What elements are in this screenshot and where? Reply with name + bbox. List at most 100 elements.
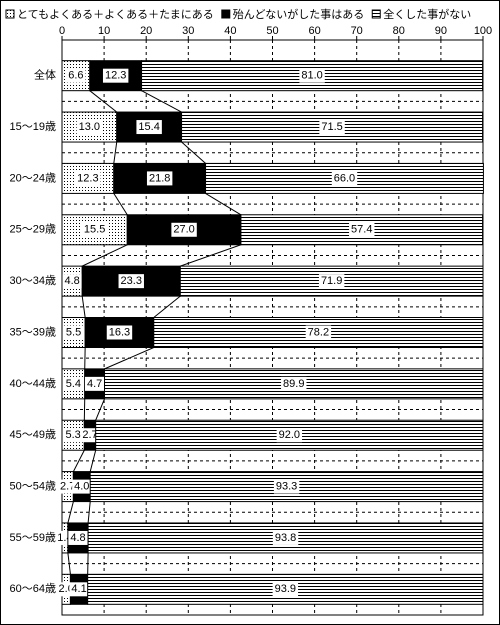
label-bg (319, 120, 345, 135)
label-bg (136, 120, 162, 135)
connector-line (67, 501, 74, 524)
label-bg (272, 530, 299, 545)
label-bg (318, 274, 345, 289)
y-tick-label: 20〜24歳 (10, 171, 56, 184)
value-label: 93.3 (276, 480, 297, 492)
connector-line (205, 192, 242, 216)
connector-line (181, 141, 206, 164)
label-bg (69, 582, 89, 597)
label-bg (299, 68, 325, 83)
label-bg (84, 376, 105, 391)
value-label: 2.7 (82, 429, 97, 441)
connector-line (87, 501, 91, 524)
label-bg (349, 222, 375, 237)
x-tick-label: 60 (308, 25, 320, 37)
x-tick-label: 70 (351, 25, 363, 37)
label-bg (72, 479, 92, 494)
label-bg (273, 479, 300, 494)
label-bg (118, 274, 144, 289)
x-tick-label: 40 (224, 25, 236, 37)
value-label: 66.0 (334, 172, 355, 184)
label-bg (281, 376, 307, 391)
value-label: 27.0 (173, 224, 194, 236)
value-label: 93.8 (275, 532, 296, 544)
y-tick-label: 50〜54歳 (10, 479, 56, 492)
label-bg (102, 68, 129, 83)
value-label: 13.0 (79, 121, 100, 133)
value-label: 5.5 (66, 326, 81, 338)
label-bg (272, 582, 299, 597)
value-label: 2.7 (60, 480, 75, 492)
label-bg (80, 428, 100, 443)
y-tick-label: 55〜59歳 (10, 531, 56, 544)
label-bg (63, 376, 84, 391)
legend-swatch (221, 9, 231, 19)
x-tick-label: 20 (140, 25, 152, 37)
value-label: 23.3 (121, 275, 142, 287)
label-bg (75, 171, 101, 186)
value-label: 4.7 (87, 378, 102, 390)
label-bg (331, 171, 358, 186)
y-tick-label: 全体 (34, 68, 56, 82)
value-label: 4.1 (71, 583, 86, 595)
value-label: 16.3 (109, 326, 130, 338)
value-label: 92.0 (279, 429, 300, 441)
value-label: 78.2 (308, 326, 329, 338)
bar-segment (240, 214, 484, 246)
label-bg (68, 530, 88, 545)
legend-label: 全くした事がない (383, 7, 471, 21)
y-tick-label: 45〜49歳 (10, 428, 56, 441)
bar-segment (116, 111, 183, 143)
connector-line (89, 90, 118, 113)
connector-line (89, 450, 97, 472)
y-tick-label: 15〜19歳 (10, 120, 56, 133)
y-tick-label: 60〜64歳 (10, 582, 56, 595)
label-bg (305, 325, 332, 340)
legend-swatch (371, 9, 381, 19)
connector-line (81, 244, 128, 267)
value-label: 4.8 (64, 275, 79, 287)
label-bg (276, 428, 303, 443)
value-label: 89.9 (283, 378, 304, 390)
x-tick-label: 50 (266, 25, 278, 37)
value-label: 81.0 (301, 70, 322, 82)
x-tick-label: 100 (474, 25, 492, 37)
x-tick-label: 80 (393, 25, 405, 37)
label-bg (106, 325, 133, 340)
value-label: 4.8 (70, 532, 85, 544)
label-bg (63, 428, 83, 443)
bar-segment (126, 214, 242, 246)
connector-line (180, 244, 242, 267)
x-tick-label: 0 (59, 25, 65, 37)
legend-label: とてもよくある＋よくある＋たまにある (17, 8, 214, 21)
label-bg (171, 222, 197, 237)
connector-line (113, 141, 118, 164)
value-label: 15.5 (84, 224, 105, 236)
value-label: 93.9 (275, 583, 296, 595)
value-label: 71.9 (321, 275, 342, 287)
x-tick-label: 10 (98, 25, 110, 37)
y-tick-label: 35〜39歳 (10, 325, 56, 338)
value-label: 71.5 (321, 121, 342, 133)
label-bg (63, 325, 84, 340)
connector-line (67, 552, 71, 575)
value-label: 5.3 (66, 429, 81, 441)
value-label: 21.8 (149, 172, 170, 184)
x-tick-label: 90 (435, 25, 447, 37)
connector-line (72, 449, 85, 472)
bar-segment (84, 317, 155, 348)
connector-line (95, 398, 105, 421)
legend-label: 殆んどないがした事はある (233, 7, 364, 21)
label-bg (76, 120, 103, 135)
x-tick-label: 30 (182, 25, 194, 37)
label-bg (66, 68, 86, 83)
label-bg (62, 274, 82, 289)
y-tick-label: 25〜29歳 (10, 223, 56, 236)
value-label: 6.6 (68, 70, 83, 82)
value-label: 4.0 (74, 480, 89, 492)
connector-line (113, 193, 128, 216)
connector-line (104, 347, 154, 370)
y-tick-label: 40〜44歳 (10, 377, 56, 390)
